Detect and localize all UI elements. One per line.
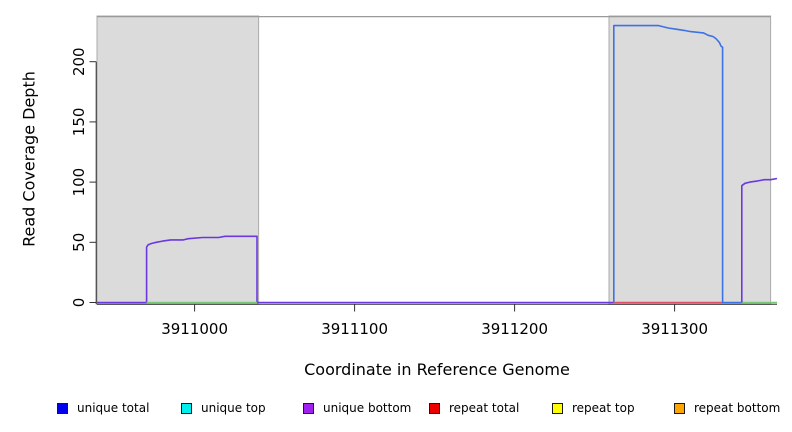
series-unique-bottom-left	[97, 235, 614, 304]
legend-label: repeat bottom	[694, 401, 781, 415]
legend-swatch-repeat-total	[429, 402, 440, 414]
y-tick-label: 200	[70, 47, 88, 76]
y-tick-label: 100	[70, 168, 88, 197]
series-unique-total-peak	[612, 24, 742, 304]
x-tick-label: 3911000	[161, 320, 228, 338]
legend-swatch-unique-total	[57, 402, 68, 414]
series-unique-bottom-right	[740, 177, 778, 303]
shaded-region	[96, 15, 260, 305]
legend-item-repeat-bottom: repeat bottom	[674, 400, 780, 416]
legend-swatch-repeat-top	[552, 402, 563, 414]
legend-item-unique-top: unique top	[181, 400, 266, 416]
legend-item-repeat-top: repeat top	[552, 400, 635, 416]
legend-label: unique bottom	[323, 401, 412, 415]
shaded-region	[608, 15, 772, 305]
legend-item-unique-total: unique total	[57, 400, 149, 416]
legend-label: unique top	[201, 401, 266, 415]
legend-swatch-unique-bottom	[303, 402, 314, 414]
legend-label: repeat total	[449, 401, 520, 415]
x-tick-label: 3911200	[481, 320, 548, 338]
x-axis-title: Coordinate in Reference Genome	[304, 360, 570, 379]
legend-label: repeat top	[572, 401, 635, 415]
y-tick-label: 50	[70, 233, 88, 252]
x-tick-label: 3911100	[321, 320, 388, 338]
y-tick-label: 150	[70, 108, 88, 137]
y-tick-label: 0	[70, 298, 88, 308]
legend-swatch-unique-top	[181, 402, 192, 414]
legend-item-unique-bottom: unique bottom	[303, 400, 411, 416]
x-tick-label: 3911300	[641, 320, 708, 338]
legend-label: unique total	[77, 401, 150, 415]
legend-swatch-repeat-bottom	[674, 402, 685, 414]
legend-item-repeat-total: repeat total	[429, 400, 519, 416]
y-axis-title: Read Coverage Depth	[19, 71, 39, 247]
